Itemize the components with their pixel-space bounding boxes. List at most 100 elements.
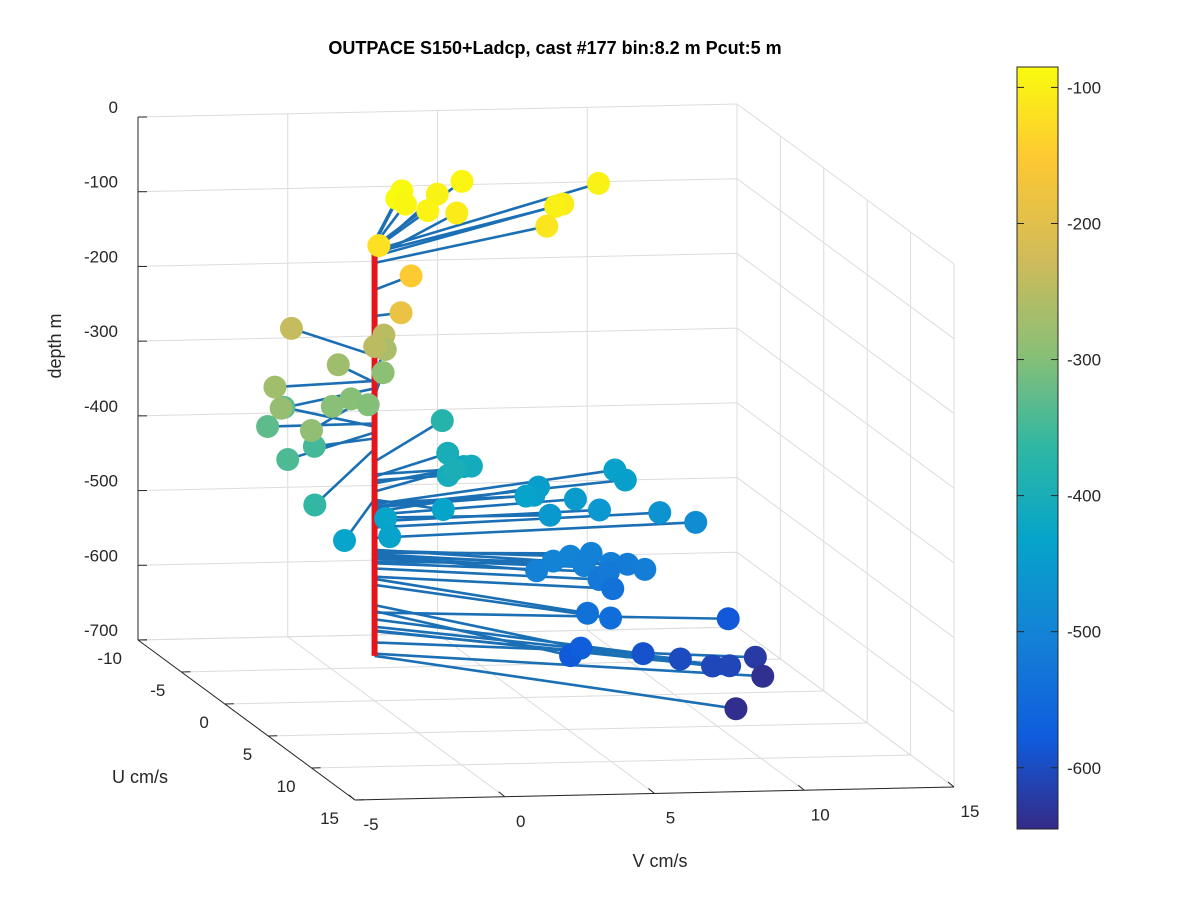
data-point <box>743 645 767 669</box>
data-point <box>367 234 391 258</box>
data-point <box>572 554 596 578</box>
colorbar: -100 -200 -300 -400 -500 -600 <box>1016 66 1101 830</box>
data-point <box>535 214 559 238</box>
colorbar-gradient <box>1016 66 1059 830</box>
grid-line <box>736 178 955 340</box>
grid-line <box>137 327 738 342</box>
velocity-sticks <box>267 180 763 710</box>
data-point <box>514 484 538 508</box>
data-point <box>326 353 350 377</box>
data-point <box>631 642 655 666</box>
data-point <box>431 497 455 521</box>
data-point <box>430 409 454 433</box>
data-point <box>668 647 692 671</box>
z-tick-label: -600 <box>84 546 118 565</box>
velocity-stick <box>374 583 611 620</box>
data-point <box>416 199 440 223</box>
velocity-stick <box>374 508 600 523</box>
grid-line <box>736 103 955 265</box>
data-point <box>356 393 380 417</box>
tick-mark <box>648 788 655 794</box>
y-tick-label: -10 <box>97 649 122 668</box>
x-tick-label: 5 <box>666 809 675 828</box>
colorbar-tick-label: -600 <box>1067 759 1101 778</box>
colorbar-tick-label: -300 <box>1067 351 1101 370</box>
tick-mark <box>498 791 506 798</box>
data-point <box>587 498 611 522</box>
grid-line <box>287 636 506 798</box>
data-point <box>263 375 287 399</box>
velocity-stick <box>374 493 535 509</box>
velocity-stick <box>313 448 376 506</box>
grid-line <box>736 477 955 638</box>
velocity-stick <box>374 575 613 590</box>
data-point <box>363 334 387 358</box>
z-tick-label: -500 <box>84 472 118 491</box>
y-axis-label: U cm/s <box>112 767 168 787</box>
tick-mark <box>348 794 356 801</box>
x-tick-label: 15 <box>961 802 980 821</box>
tick-labels: 0 -100 -200 -300 -400 -500 -600 -700 -10 -5 0 5 10 15… <box>84 98 979 834</box>
data-point <box>599 606 623 630</box>
grid-line <box>137 103 738 118</box>
data-point <box>299 419 323 443</box>
velocity-stick <box>287 431 375 461</box>
colorbar-tick-label: -400 <box>1067 487 1101 506</box>
y-tick-label: 5 <box>243 745 252 764</box>
velocity-stick <box>374 224 548 265</box>
velocity-stick <box>374 521 696 540</box>
data-point <box>399 264 423 288</box>
grid-line <box>311 754 911 769</box>
data-point <box>751 664 775 688</box>
data-point <box>333 529 357 553</box>
data-point <box>569 636 593 660</box>
data-point <box>525 559 549 583</box>
colorbar-tick-label: -100 <box>1067 78 1101 97</box>
grid-line <box>268 722 868 737</box>
z-tick-label: -300 <box>84 322 118 341</box>
velocity-stick <box>374 654 737 710</box>
x-axis-label: V cm/s <box>632 851 687 871</box>
z-tick-label: -700 <box>84 621 118 640</box>
data-point <box>601 577 625 601</box>
velocity-stick <box>374 611 729 621</box>
data-point <box>378 525 402 549</box>
axis-line <box>137 639 356 801</box>
z-tick-label: 0 <box>109 98 118 117</box>
x-tick-label: 0 <box>516 812 525 831</box>
data-point <box>303 493 327 517</box>
velocity-stick <box>374 561 609 574</box>
data-point <box>718 654 742 678</box>
velocity-stick <box>374 202 564 258</box>
data-point <box>389 301 413 325</box>
z-axis-label: depth m <box>45 313 65 378</box>
data-point <box>575 601 599 625</box>
data-point <box>716 607 740 631</box>
grid-line <box>137 252 738 267</box>
data-point <box>320 394 344 418</box>
grid-line <box>736 327 955 489</box>
grid-line <box>736 551 955 713</box>
data-point <box>616 552 640 576</box>
colorbar-tick-label: -500 <box>1067 623 1101 642</box>
z-tick-label: -100 <box>84 173 118 192</box>
velocity-stick <box>374 468 616 506</box>
y-tick-label: -5 <box>150 681 165 700</box>
data-point <box>393 192 417 216</box>
data-point <box>684 510 708 534</box>
grid-line <box>224 690 824 705</box>
x-tick-label: 10 <box>811 805 830 824</box>
velocity-stick <box>374 577 588 615</box>
data-point <box>563 487 587 511</box>
y-tick-label: 10 <box>277 777 296 796</box>
data-point <box>648 501 672 525</box>
data-point <box>374 507 398 531</box>
data-point <box>445 201 469 225</box>
data-point <box>538 503 562 527</box>
tick-mark <box>947 781 955 788</box>
data-point <box>276 447 300 471</box>
velocity-stick <box>274 379 375 389</box>
data-point <box>586 171 610 195</box>
grid-line <box>736 626 955 788</box>
